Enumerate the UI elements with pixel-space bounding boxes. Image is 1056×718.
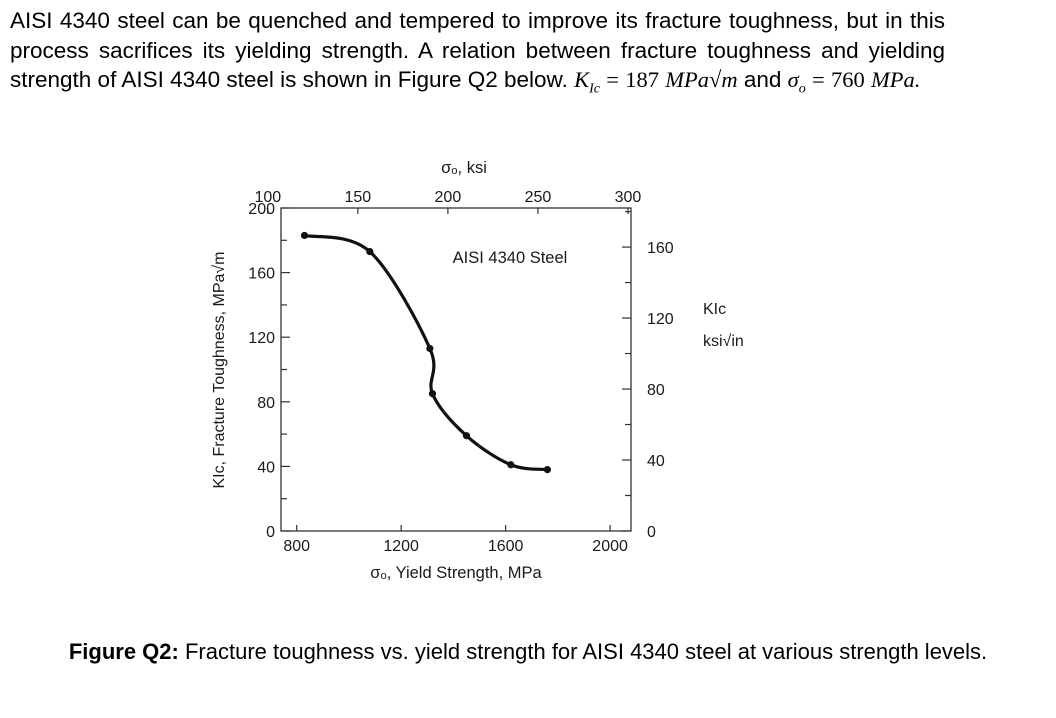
equals-sign-2: = <box>812 67 825 92</box>
x-top-tick-label: 300 <box>615 189 642 206</box>
y-left-tick-label: 40 <box>257 459 275 476</box>
sigma-unit: MPa. <box>871 67 921 92</box>
chart-container: 800 1200 1600 2000 100 150 200 250 300 0 40 80 120 16… <box>0 140 1056 600</box>
sigma-symbol: σo <box>787 67 806 97</box>
problem-line-3: and yielding strength of AISI 4340 steel… <box>10 37 945 93</box>
y-right-axis-label: KIc <box>703 301 726 318</box>
tick-marks <box>267 207 631 532</box>
problem-line-1: AISI 4340 steel can be quenched and temp… <box>10 8 878 33</box>
y-right-tick-label: 0 <box>647 524 656 541</box>
kic-unit: MPa√m <box>665 67 738 92</box>
caption-label: Figure Q2: <box>68 639 179 664</box>
data-point <box>507 461 515 469</box>
y-left-tick-label: 200 <box>248 201 275 218</box>
data-point <box>543 466 552 474</box>
y-left-tick-label: 0 <box>266 524 275 541</box>
data-point <box>462 432 471 440</box>
y-right-axis-unit: ksi√in <box>703 333 744 350</box>
problem-line-2: in this process sacrifices its yielding … <box>10 8 945 63</box>
kic-symbol: KIc <box>574 67 600 97</box>
sigma-value: 760 <box>831 67 865 92</box>
x-bottom-tick-label: 1600 <box>488 538 524 555</box>
toughness-curve <box>302 233 550 472</box>
x-top-tick-label: 250 <box>525 189 552 206</box>
y-right-tick-label: 80 <box>647 382 665 399</box>
y-right-tick-label: 160 <box>647 240 674 257</box>
data-point <box>426 344 434 353</box>
data-point <box>366 248 374 256</box>
y-left-axis-label: KIc, Fracture Toughness, MPa√m <box>211 251 228 488</box>
y-left-tick-label: 120 <box>248 330 275 347</box>
chart-title: AISI 4340 Steel <box>453 249 568 267</box>
equals-sign: = <box>606 67 619 92</box>
x-bottom-axis-label: σₒ, Yield Strength, MPa <box>370 564 542 582</box>
y-left-tick-label: 160 <box>248 266 275 283</box>
problem-statement: AISI 4340 steel can be quenched and temp… <box>10 6 945 104</box>
x-bottom-tick-label: 800 <box>283 538 310 555</box>
figure-caption: Figure Q2: Fracture toughness vs. yield … <box>0 637 1056 666</box>
x-top-tick-label: 200 <box>435 189 462 206</box>
y-left-tick-label: 80 <box>257 395 275 412</box>
data-point <box>428 390 437 398</box>
y-right-tick-label: 120 <box>647 311 674 328</box>
x-bottom-tick-label: 2000 <box>592 538 628 555</box>
x-top-tick-label: 150 <box>344 189 371 206</box>
x-top-axis-label: σₒ, ksi <box>441 159 487 177</box>
and-text: and <box>743 67 782 92</box>
x-top-tick-label: 100 <box>254 189 281 206</box>
x-bottom-tick-label: 1200 <box>383 538 419 555</box>
y-right-tick-label: 40 <box>647 453 665 470</box>
data-point <box>300 231 309 240</box>
kic-value: 187 <box>625 67 659 92</box>
caption-text: Fracture toughness vs. yield strength fo… <box>184 639 988 664</box>
data-series <box>300 231 552 474</box>
